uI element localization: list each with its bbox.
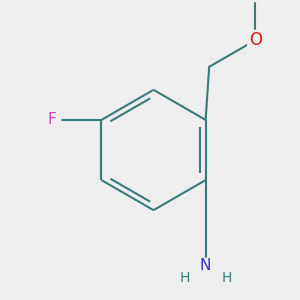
- Text: H: H: [179, 272, 190, 286]
- Text: O: O: [249, 31, 262, 49]
- Text: H: H: [222, 272, 232, 286]
- Text: F: F: [47, 112, 56, 128]
- Text: N: N: [200, 258, 211, 273]
